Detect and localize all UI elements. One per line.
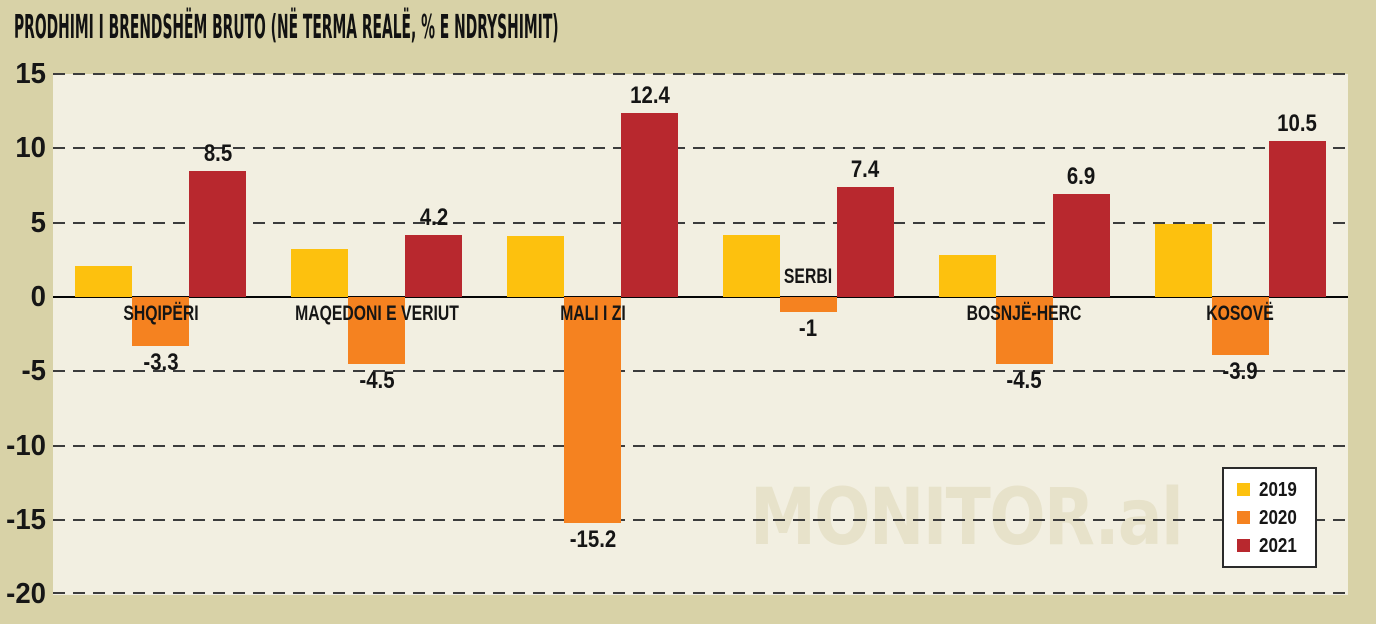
legend-label-2019: 2019	[1259, 478, 1297, 501]
category-label-kosov-: KOSOVË	[1206, 302, 1274, 325]
gridline--10	[53, 445, 1348, 447]
bar-2020-shqip-ri	[132, 297, 190, 346]
category-label-bosnj-herc: BOSNJË-HERC	[966, 302, 1082, 325]
y-axis-tick-5: 5	[30, 207, 46, 239]
gridline-10	[53, 147, 1348, 149]
legend-swatch-2021	[1237, 539, 1250, 552]
y-axis-tick-0: 0	[30, 281, 46, 313]
y-axis-tick--5: -5	[21, 355, 46, 387]
bar-2021-bosnj-herc	[1052, 194, 1110, 297]
y-axis-tick--15: -15	[6, 504, 47, 536]
value-label-2021-bosnj-herc: 6.9	[1067, 163, 1096, 190]
legend: 2019 2020 2021	[1222, 467, 1317, 568]
y-axis-tick-15: 15	[15, 58, 46, 90]
bar-2019-bosnj-herc	[938, 255, 996, 297]
bar-2020-serbi	[779, 297, 837, 312]
bar-2019-kosov-	[1154, 224, 1212, 297]
value-label-2020-mali-i-zi: -15.2	[569, 526, 616, 553]
gridline--5	[53, 370, 1348, 372]
y-axis-tick--20: -20	[6, 578, 47, 610]
bar-2020-bosnj-herc	[995, 297, 1053, 364]
y-axis-tick-10: 10	[15, 132, 46, 164]
value-label-2021-serbi: 7.4	[851, 156, 880, 183]
gridline--15	[53, 519, 1348, 521]
y-axis-tick--10: -10	[6, 430, 47, 462]
category-label-serbi: SERBI	[784, 265, 833, 288]
bar-2021-maqedoni-e-veriut	[405, 235, 463, 297]
gridline-5	[53, 222, 1348, 224]
bar-2021-kosov-	[1268, 141, 1326, 297]
value-label-2020-maqedoni-e-veriut: -4.5	[359, 367, 395, 394]
value-label-2021-mali-i-zi: 12.4	[629, 82, 670, 109]
value-label-2020-bosnj-herc: -4.5	[1006, 367, 1042, 394]
legend-swatch-2019	[1237, 483, 1250, 496]
bar-2020-kosov-	[1211, 297, 1269, 355]
bar-2020-maqedoni-e-veriut	[348, 297, 406, 364]
bar-2019-mali-i-zi	[507, 236, 565, 297]
bar-2020-mali-i-zi	[564, 297, 622, 523]
category-label-mali-i-zi: MALI I ZI	[559, 302, 626, 325]
legend-item-2019: 2019	[1237, 480, 1315, 500]
gridline--20	[53, 592, 1348, 594]
bar-2021-mali-i-zi	[621, 113, 679, 297]
monitor-watermark: MONITOR.al	[749, 473, 1184, 563]
category-label-maqedoni-e-veriut: MAQEDONI E VERIUT	[294, 302, 459, 325]
legend-label-2021: 2021	[1259, 534, 1297, 557]
category-label-shqip-ri: SHQIPËRI	[123, 302, 199, 325]
legend-item-2020: 2020	[1237, 508, 1315, 528]
value-label-2021-shqip-ri: 8.5	[203, 140, 233, 167]
plot-area: MONITOR.al -3.3 8.5 SHQIPËRI -4.5 4.2 MAQEDON…	[53, 73, 1348, 595]
gridline-15	[53, 73, 1348, 75]
value-label-2021-maqedoni-e-veriut: 4.2	[419, 204, 448, 231]
value-label-2020-shqip-ri: -3.3	[143, 349, 179, 376]
chart-title: PRODHIMI I BRENDSHËM BRUTO (NË TERMA REA…	[14, 7, 559, 46]
legend-swatch-2020	[1237, 511, 1250, 524]
value-label-2020-serbi: -1	[799, 315, 818, 342]
legend-label-2020: 2020	[1259, 506, 1297, 529]
legend-item-2021: 2021	[1237, 536, 1315, 556]
bar-2019-maqedoni-e-veriut	[291, 249, 349, 297]
bar-2021-shqip-ri	[189, 171, 247, 297]
bar-2019-serbi	[722, 235, 780, 297]
value-label-2021-kosov-: 10.5	[1277, 110, 1317, 137]
bar-2019-shqip-ri	[75, 266, 133, 297]
value-label-2020-kosov-: -3.9	[1222, 358, 1258, 385]
x-axis-zero-line	[53, 296, 1348, 298]
bar-2021-serbi	[836, 187, 894, 297]
